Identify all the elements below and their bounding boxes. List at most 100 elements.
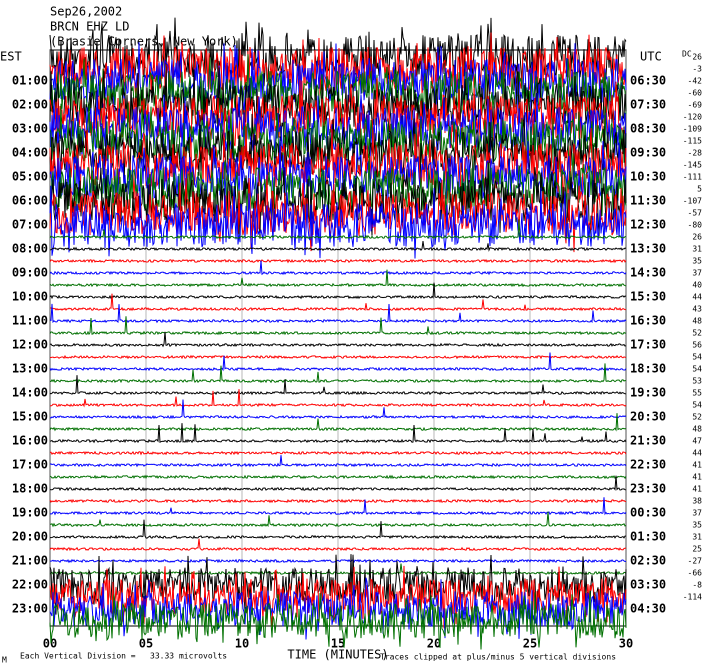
right-hour-label: 09:30 bbox=[630, 146, 666, 160]
trace bbox=[49, 423, 627, 444]
right-hour-label: 08:30 bbox=[630, 122, 666, 136]
trace bbox=[49, 375, 627, 396]
left-hour-label: 01:00 bbox=[12, 74, 48, 88]
left-hour-label: 09:00 bbox=[12, 266, 48, 280]
right-hour-label: 17:30 bbox=[630, 338, 666, 352]
dc-offset: 48 bbox=[692, 317, 702, 326]
dc-offset: -3 bbox=[692, 65, 702, 74]
dc-offset: -28 bbox=[688, 149, 703, 158]
dc-offset: 40 bbox=[692, 281, 702, 290]
trace bbox=[49, 282, 627, 300]
left-hour-label: 21:00 bbox=[12, 554, 48, 568]
left-hour-label: 06:00 bbox=[12, 194, 48, 208]
dc-offset: 52 bbox=[692, 329, 702, 338]
left-hour-label: 03:00 bbox=[12, 122, 48, 136]
dc-title: DC bbox=[682, 50, 692, 59]
trace bbox=[49, 413, 627, 432]
right-hour-label: 13:30 bbox=[630, 242, 666, 256]
trace bbox=[49, 399, 627, 420]
dc-offset: 41 bbox=[692, 461, 702, 470]
dc-offset: 47 bbox=[692, 437, 702, 446]
station: BRCN EHZ LD bbox=[50, 20, 129, 34]
left-hour-label: 12:00 bbox=[12, 338, 48, 352]
left-hour-label: 10:00 bbox=[12, 290, 48, 304]
right-hour-label: 11:30 bbox=[630, 194, 666, 208]
right-hour-label: 07:30 bbox=[630, 98, 666, 112]
trace bbox=[49, 455, 627, 468]
trace bbox=[49, 497, 627, 516]
date: Sep26,2002 bbox=[50, 5, 122, 19]
left-hour-label: 14:00 bbox=[12, 386, 48, 400]
trace bbox=[49, 450, 627, 456]
x-axis-label: TIME (MINUTES) bbox=[287, 648, 388, 662]
right-hour-label: 16:30 bbox=[630, 314, 666, 328]
dc-offset: -80 bbox=[688, 221, 703, 230]
dc-offset: -107 bbox=[683, 197, 702, 206]
left-hour-label: 16:00 bbox=[12, 434, 48, 448]
dc-offset: 5 bbox=[697, 185, 702, 194]
dc-offset: 56 bbox=[692, 341, 702, 350]
right-hour-label: 21:30 bbox=[630, 434, 666, 448]
dc-offset: 31 bbox=[692, 245, 702, 254]
dc-offset: 43 bbox=[692, 305, 702, 314]
trace bbox=[49, 303, 627, 324]
trace bbox=[49, 293, 626, 312]
footer-division: Each Vertical Division = 33.33 microvolt… bbox=[20, 652, 227, 661]
left-hour-label: 02:00 bbox=[12, 98, 48, 112]
trace bbox=[49, 498, 627, 504]
trace bbox=[49, 219, 627, 240]
dc-offset: 25 bbox=[692, 545, 702, 554]
footer-clip: Traces clipped at plus/minus 5 vertical … bbox=[380, 653, 616, 662]
dc-offset: -120 bbox=[683, 113, 702, 122]
right-hour-label: 20:30 bbox=[630, 410, 666, 424]
dc-offset: 54 bbox=[692, 353, 702, 362]
dc-offset: -60 bbox=[688, 89, 703, 98]
trace bbox=[49, 474, 627, 480]
dc-offset: -27 bbox=[688, 557, 703, 566]
dc-offset: 26 bbox=[692, 53, 702, 62]
dc-offset: 41 bbox=[692, 473, 702, 482]
trace bbox=[49, 475, 627, 492]
trace bbox=[50, 558, 627, 564]
left-hour-label: 13:00 bbox=[12, 362, 48, 376]
trace bbox=[49, 91, 627, 168]
trace bbox=[49, 113, 627, 192]
dc-offset: -42 bbox=[688, 77, 703, 86]
trace bbox=[49, 137, 627, 217]
dc-offset: 37 bbox=[692, 269, 702, 278]
x-tick-label: 30 bbox=[619, 637, 633, 651]
x-tick-label: 15 bbox=[331, 637, 345, 651]
trace bbox=[49, 66, 627, 142]
right-hour-label: 03:30 bbox=[630, 578, 666, 592]
dc-offset: -109 bbox=[683, 125, 702, 134]
trace bbox=[49, 258, 627, 264]
x-tick-label: 00 bbox=[43, 637, 57, 651]
dc-offset: -69 bbox=[688, 101, 703, 110]
left-title: EST bbox=[0, 50, 22, 64]
left-hour-label: 08:00 bbox=[12, 242, 48, 256]
right-hour-label: 19:30 bbox=[630, 386, 666, 400]
dc-offset: 38 bbox=[692, 497, 702, 506]
left-hour-label: 11:00 bbox=[12, 314, 48, 328]
dc-offset: 44 bbox=[692, 293, 702, 302]
trace bbox=[49, 316, 627, 336]
dc-offset: -111 bbox=[683, 173, 702, 182]
right-hour-label: 23:30 bbox=[630, 482, 666, 496]
dc-offset: 55 bbox=[692, 389, 702, 398]
dc-offset: 37 bbox=[692, 509, 702, 518]
left-hour-label: 19:00 bbox=[12, 506, 48, 520]
trace bbox=[49, 511, 627, 528]
right-hour-label: 00:30 bbox=[630, 506, 666, 520]
trace bbox=[49, 269, 627, 288]
right-hour-label: 06:30 bbox=[630, 74, 666, 88]
right-title: UTC bbox=[640, 50, 662, 64]
dc-offset: -145 bbox=[683, 161, 702, 170]
trace bbox=[49, 363, 627, 384]
right-hour-label: 22:30 bbox=[630, 458, 666, 472]
dc-offset: 35 bbox=[692, 521, 702, 530]
trace bbox=[49, 152, 627, 227]
trace bbox=[49, 352, 627, 372]
dc-offset: 44 bbox=[692, 449, 702, 458]
right-hour-label: 18:30 bbox=[630, 362, 666, 376]
